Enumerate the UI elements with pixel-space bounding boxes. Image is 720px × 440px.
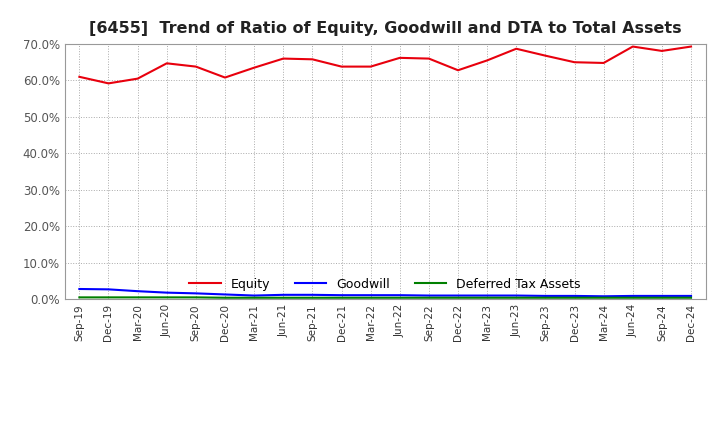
Equity [395,55,404,60]
Equity [425,56,433,61]
Goodwill [425,293,433,298]
Goodwill [104,287,113,292]
Deferred Tax Assets [308,295,317,301]
Equity [250,65,258,70]
Goodwill [279,292,287,297]
Goodwill [75,286,84,292]
Equity [163,61,171,66]
Equity [308,57,317,62]
Deferred Tax Assets [220,295,229,301]
Deferred Tax Assets [454,295,462,301]
Deferred Tax Assets [279,295,287,301]
Line: Goodwill: Goodwill [79,289,691,296]
Goodwill [657,293,666,299]
Goodwill [629,293,637,299]
Deferred Tax Assets [629,295,637,301]
Deferred Tax Assets [483,295,492,301]
Deferred Tax Assets [104,295,113,300]
Goodwill [687,293,696,299]
Deferred Tax Assets [512,295,521,301]
Deferred Tax Assets [337,295,346,301]
Deferred Tax Assets [425,295,433,301]
Equity [570,59,579,65]
Equity [104,81,113,86]
Deferred Tax Assets [395,295,404,301]
Deferred Tax Assets [250,295,258,301]
Goodwill [220,292,229,297]
Goodwill [454,293,462,298]
Goodwill [541,293,550,299]
Goodwill [570,293,579,299]
Goodwill [133,289,142,294]
Deferred Tax Assets [163,295,171,300]
Goodwill [512,293,521,298]
Deferred Tax Assets [657,295,666,301]
Line: Equity: Equity [79,47,691,83]
Equity [279,56,287,61]
Equity [687,44,696,49]
Goodwill [163,290,171,295]
Goodwill [366,293,375,298]
Equity [337,64,346,69]
Equity [75,74,84,80]
Equity [541,53,550,59]
Goodwill [250,293,258,298]
Deferred Tax Assets [133,295,142,300]
Goodwill [599,293,608,299]
Deferred Tax Assets [599,295,608,301]
Goodwill [395,293,404,298]
Equity [192,64,200,69]
Legend: Equity, Goodwill, Deferred Tax Assets: Equity, Goodwill, Deferred Tax Assets [184,272,586,296]
Deferred Tax Assets [75,295,84,300]
Goodwill [483,293,492,298]
Equity [657,48,666,54]
Goodwill [337,293,346,298]
Goodwill [308,292,317,297]
Deferred Tax Assets [366,295,375,301]
Equity [512,46,521,51]
Equity [629,44,637,49]
Deferred Tax Assets [541,295,550,301]
Title: [6455]  Trend of Ratio of Equity, Goodwill and DTA to Total Assets: [6455] Trend of Ratio of Equity, Goodwil… [89,21,682,36]
Equity [133,76,142,81]
Equity [454,68,462,73]
Deferred Tax Assets [570,295,579,301]
Equity [366,64,375,69]
Goodwill [192,291,200,296]
Deferred Tax Assets [687,295,696,301]
Equity [483,58,492,63]
Deferred Tax Assets [192,295,200,300]
Equity [220,75,229,80]
Equity [599,60,608,66]
